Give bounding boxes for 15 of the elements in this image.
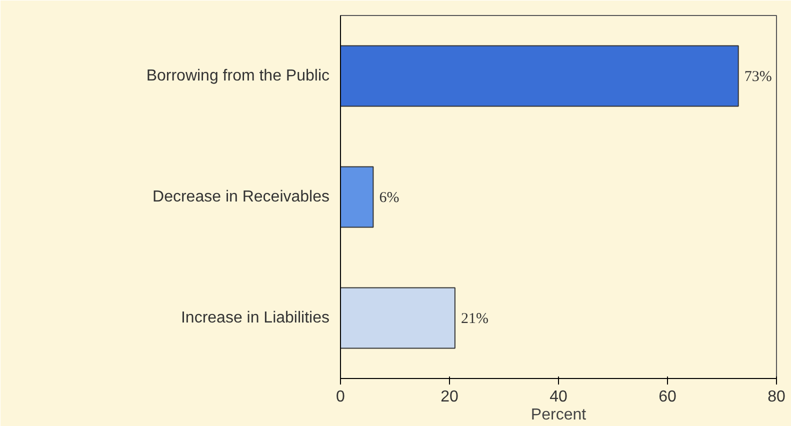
bar [340, 45, 739, 107]
y-tick-label: Borrowing from the Public [146, 68, 330, 84]
data-label: 73% [744, 69, 772, 85]
x-axis-title: Percent [530, 406, 587, 424]
x-tick-label: 0 [336, 388, 346, 406]
x-tick-label: 60 [658, 388, 676, 406]
x-tick-label: 80 [768, 388, 786, 406]
data-label: 6% [379, 190, 400, 206]
y-tick-label: Increase in Liabilities [180, 310, 330, 326]
x-tick-label: 20 [440, 388, 458, 406]
y-tick-label: Decrease in Receivables [152, 188, 330, 206]
data-label: 21% [460, 311, 488, 327]
bar [340, 287, 456, 349]
bar [340, 166, 374, 228]
x-tick-label: 40 [550, 388, 568, 406]
